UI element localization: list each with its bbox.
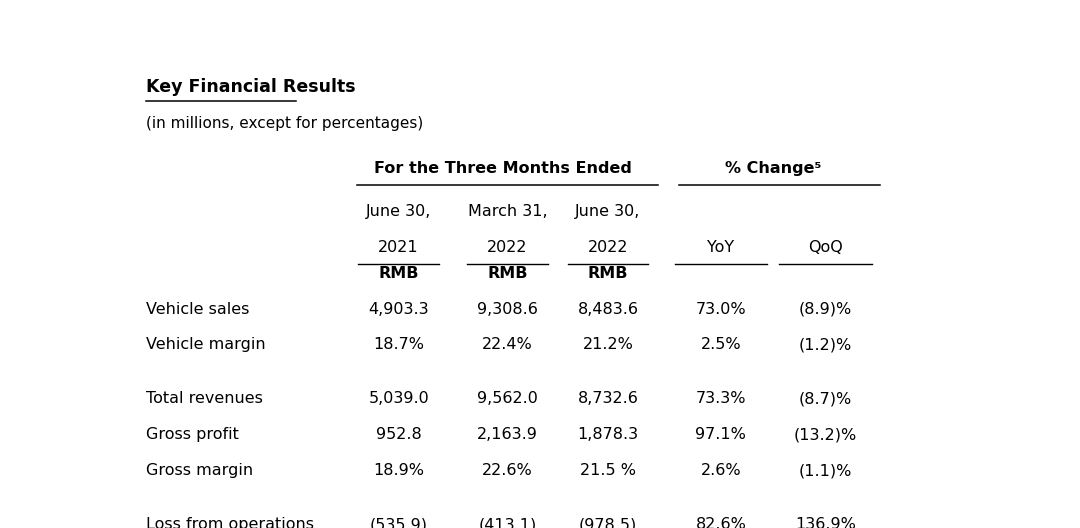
Text: 1,878.3: 1,878.3 [578, 427, 638, 442]
Text: 22.4%: 22.4% [482, 337, 532, 352]
Text: (978.5): (978.5) [579, 517, 637, 528]
Text: % Change⁵: % Change⁵ [725, 161, 822, 176]
Text: (13.2)%: (13.2)% [794, 427, 858, 442]
Text: March 31,: March 31, [468, 204, 548, 219]
Text: 8,732.6: 8,732.6 [578, 391, 638, 407]
Text: 952.8: 952.8 [376, 427, 421, 442]
Text: YoY: YoY [707, 240, 734, 255]
Text: (in millions, except for percentages): (in millions, except for percentages) [146, 116, 423, 131]
Text: Gross profit: Gross profit [146, 427, 239, 442]
Text: 8,483.6: 8,483.6 [578, 301, 638, 317]
Text: 9,562.0: 9,562.0 [477, 391, 538, 407]
Text: Loss from operations: Loss from operations [146, 517, 314, 528]
Text: (1.2)%: (1.2)% [799, 337, 852, 352]
Text: Vehicle margin: Vehicle margin [146, 337, 266, 352]
Text: 5,039.0: 5,039.0 [368, 391, 429, 407]
Text: (413.1): (413.1) [478, 517, 537, 528]
Text: 2022: 2022 [588, 240, 629, 255]
Text: 18.9%: 18.9% [374, 463, 424, 478]
Text: 2.6%: 2.6% [701, 463, 741, 478]
Text: 21.5 %: 21.5 % [580, 463, 636, 478]
Text: 22.6%: 22.6% [482, 463, 532, 478]
Text: 2022: 2022 [487, 240, 528, 255]
Text: RMB: RMB [588, 266, 629, 281]
Text: 97.1%: 97.1% [696, 427, 746, 442]
Text: 136.9%: 136.9% [795, 517, 856, 528]
Text: Key Financial Results: Key Financial Results [146, 78, 355, 96]
Text: Total revenues: Total revenues [146, 391, 262, 407]
Text: 21.2%: 21.2% [582, 337, 633, 352]
Text: June 30,: June 30, [366, 204, 431, 219]
Text: RMB: RMB [487, 266, 528, 281]
Text: 9,308.6: 9,308.6 [477, 301, 538, 317]
Text: 18.7%: 18.7% [374, 337, 424, 352]
Text: 73.3%: 73.3% [696, 391, 746, 407]
Text: 4,903.3: 4,903.3 [368, 301, 429, 317]
Text: 82.6%: 82.6% [696, 517, 746, 528]
Text: 73.0%: 73.0% [696, 301, 746, 317]
Text: 2021: 2021 [378, 240, 419, 255]
Text: (8.7)%: (8.7)% [799, 391, 852, 407]
Text: Gross margin: Gross margin [146, 463, 253, 478]
Text: 2,163.9: 2,163.9 [477, 427, 538, 442]
Text: QoQ: QoQ [808, 240, 842, 255]
Text: (8.9)%: (8.9)% [799, 301, 852, 317]
Text: Vehicle sales: Vehicle sales [146, 301, 249, 317]
Text: RMB: RMB [378, 266, 419, 281]
Text: (1.1)%: (1.1)% [799, 463, 852, 478]
Text: For the Three Months Ended: For the Three Months Ended [375, 161, 632, 176]
Text: June 30,: June 30, [576, 204, 640, 219]
Text: (535.9): (535.9) [369, 517, 428, 528]
Text: 2.5%: 2.5% [701, 337, 741, 352]
